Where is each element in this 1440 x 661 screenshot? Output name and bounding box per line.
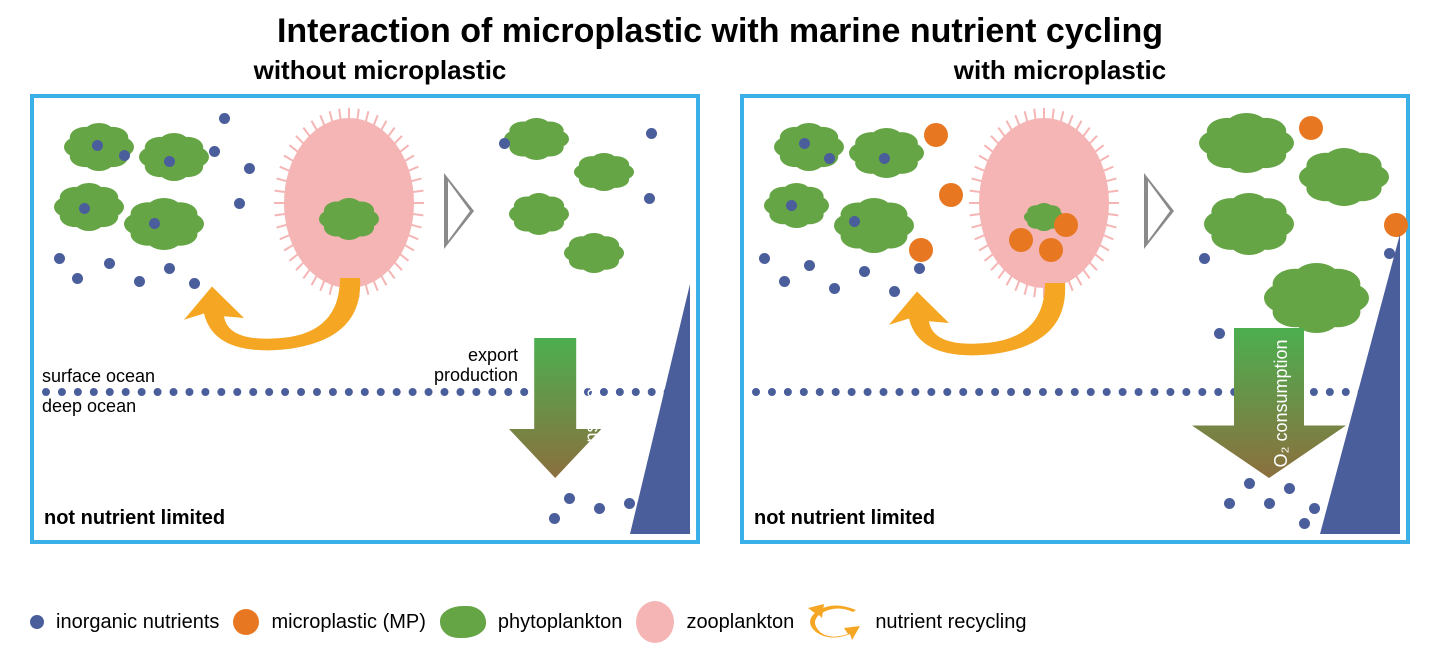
nutrient-icon [646, 128, 657, 139]
microplastic-icon [1054, 213, 1078, 237]
subtitle-row: without microplastic with microplastic [0, 55, 1440, 86]
phytoplankton-icon [124, 198, 204, 250]
legend-zoo-label: zooplankton [686, 611, 794, 634]
legend-mp: microplastic (MP) [233, 609, 425, 635]
phytoplankton-icon [440, 606, 486, 638]
nutrient-icon [104, 258, 115, 269]
panel-with-mp: not nutrient limited O₂ consumption [740, 94, 1410, 544]
legend-nutrient-label: inorganic nutrients [56, 611, 219, 634]
recycle-arrow-icon [808, 604, 863, 640]
legend-phyto: phytoplankton [440, 606, 623, 638]
legend: inorganic nutrients microplastic (MP) ph… [30, 601, 1410, 643]
progression-arrow-icon [1144, 173, 1174, 249]
subtitle-right: with microplastic [720, 55, 1400, 86]
nutrient-icon [644, 193, 655, 204]
nutrient-icon [134, 276, 145, 287]
legend-zoo: zooplankton [636, 601, 794, 643]
nutrient-icon [1224, 498, 1235, 509]
nutrient-icon [72, 273, 83, 284]
not-limited-label: not nutrient limited [754, 507, 935, 530]
o2-label: O₂ consumption [1271, 291, 1292, 516]
nutrient-icon [119, 150, 130, 161]
nutrient-icon [209, 146, 220, 157]
nutrient-icon [54, 253, 65, 264]
o2-consumption-icon: O₂ consumption [630, 284, 690, 534]
nutrient-icon [859, 266, 870, 277]
nutrient-icon [164, 263, 175, 274]
phytoplankton-icon [509, 193, 569, 235]
microplastic-icon [1009, 228, 1033, 252]
phytoplankton-icon [564, 233, 624, 273]
microplastic-icon [1039, 238, 1063, 262]
nutrient-icon [564, 493, 575, 504]
o2-consumption-icon: O₂ consumption [1320, 234, 1400, 534]
microplastic-icon [909, 238, 933, 262]
recycle-arrow-icon [889, 278, 1089, 368]
nutrient-icon [824, 153, 835, 164]
microplastic-icon [233, 609, 259, 635]
nutrient-icon [1199, 253, 1210, 264]
phytoplankton-icon [319, 198, 379, 240]
nutrient-icon [92, 140, 103, 151]
nutrient-icon [30, 615, 44, 629]
main-title: Interaction of microplastic with marine … [0, 0, 1440, 55]
phytoplankton-icon [834, 198, 914, 253]
nutrient-icon [234, 198, 245, 209]
nutrient-icon [499, 138, 510, 149]
legend-recycle: nutrient recycling [808, 604, 1026, 640]
not-limited-label: not nutrient limited [44, 507, 225, 530]
phytoplankton-icon [1204, 193, 1294, 255]
nutrient-icon [879, 153, 890, 164]
zooplankton-icon [636, 601, 674, 643]
nutrient-icon [549, 513, 560, 524]
phytoplankton-icon [1299, 148, 1389, 206]
progression-arrow-icon [444, 173, 474, 249]
microplastic-icon [924, 123, 948, 147]
nutrient-icon [759, 253, 770, 264]
legend-nutrient: inorganic nutrients [30, 611, 219, 634]
phytoplankton-icon [504, 118, 569, 160]
nutrient-icon [164, 156, 175, 167]
surface-label: surface ocean [42, 366, 155, 387]
nutrient-icon [79, 203, 90, 214]
nutrient-icon [849, 216, 860, 227]
nutrient-icon [219, 113, 230, 124]
nutrient-icon [149, 218, 160, 229]
recycle-arrow-icon [184, 273, 384, 363]
legend-recycle-label: nutrient recycling [875, 611, 1026, 634]
nutrient-icon [244, 163, 255, 174]
phytoplankton-icon [774, 123, 844, 171]
nutrient-icon [799, 138, 810, 149]
legend-phyto-label: phytoplankton [498, 611, 623, 634]
deep-label: deep ocean [42, 396, 136, 417]
export-label: exportproduction [434, 346, 518, 386]
phytoplankton-icon [1199, 113, 1294, 173]
nutrient-icon [804, 260, 815, 271]
microplastic-icon [1299, 116, 1323, 140]
nutrient-icon [779, 276, 790, 287]
nutrient-icon [829, 283, 840, 294]
panel-without-mp: surface ocean deep ocean not nutrient li… [30, 94, 700, 544]
subtitle-left: without microplastic [40, 55, 720, 86]
nutrient-icon [786, 200, 797, 211]
legend-mp-label: microplastic (MP) [271, 611, 425, 634]
nutrient-icon [914, 263, 925, 274]
microplastic-icon [939, 183, 963, 207]
nutrient-icon [1309, 503, 1320, 514]
nutrient-icon [1244, 478, 1255, 489]
nutrient-icon [1299, 518, 1310, 529]
panels-container: surface ocean deep ocean not nutrient li… [0, 86, 1440, 556]
phytoplankton-icon [574, 153, 634, 191]
o2-label: O₂ consumption [581, 330, 602, 518]
phytoplankton-icon [139, 133, 209, 181]
